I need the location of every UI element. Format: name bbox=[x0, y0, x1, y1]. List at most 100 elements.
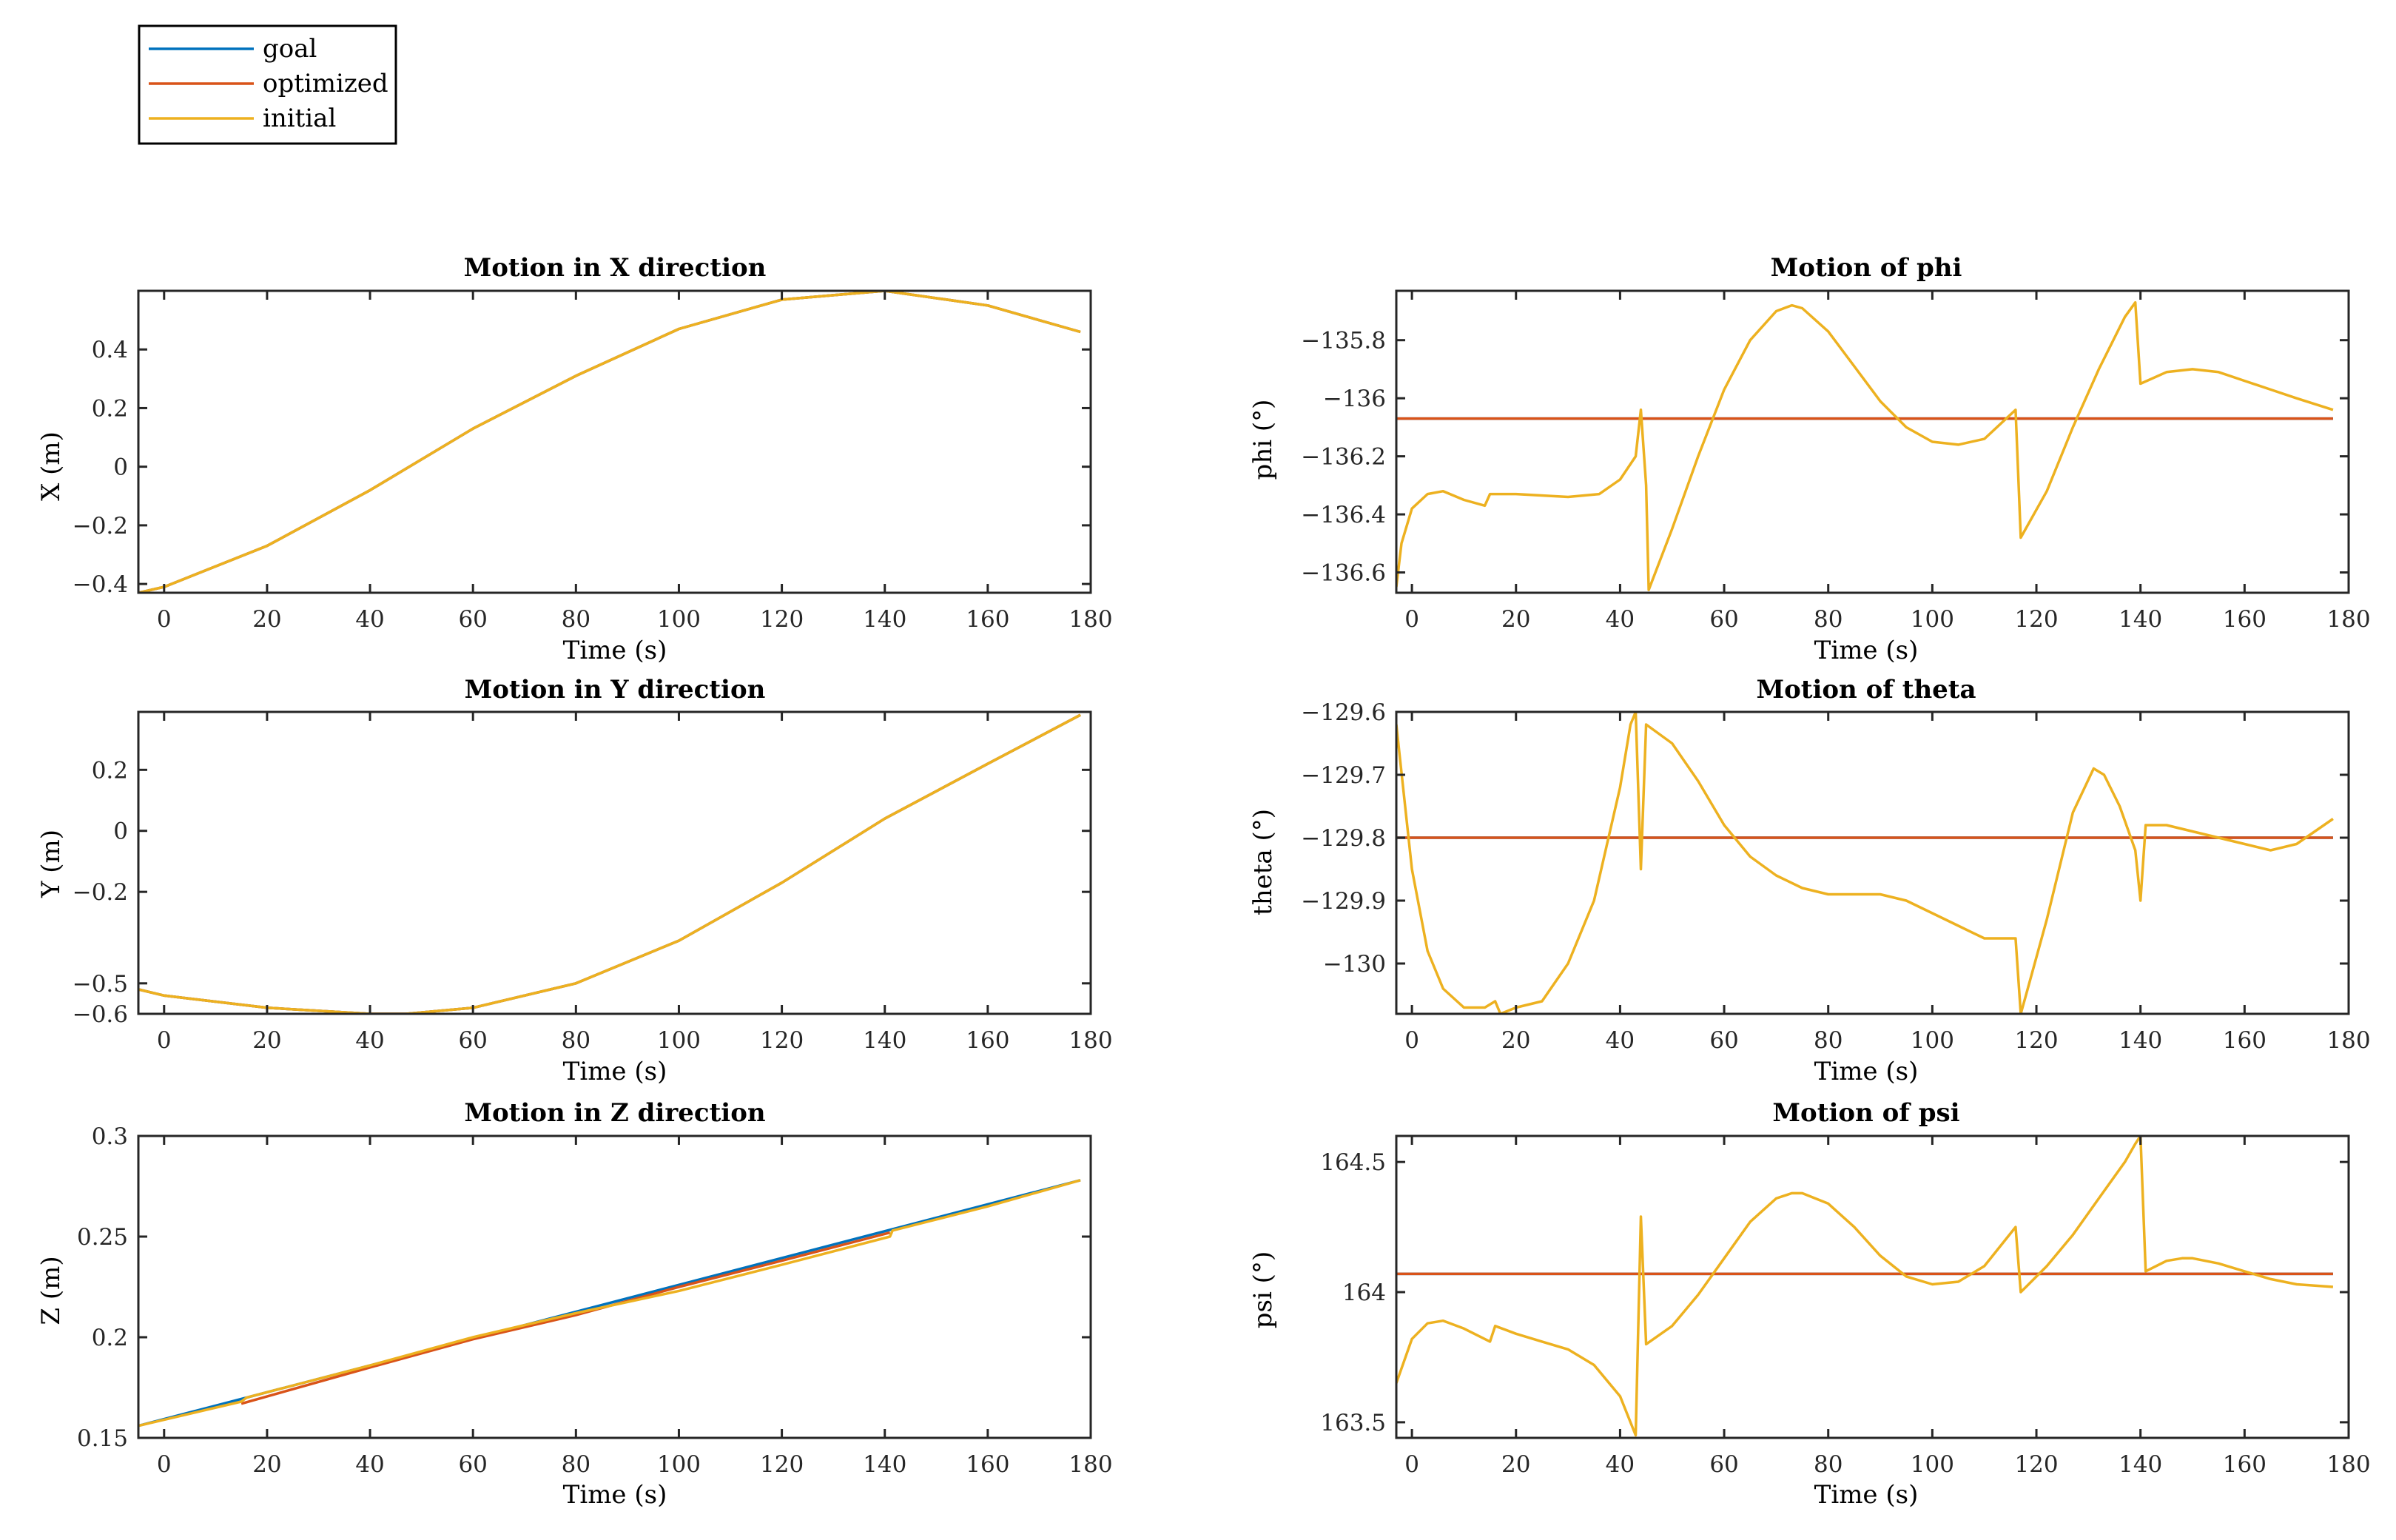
y-tick-label-135-8: −135.8 bbox=[1301, 328, 1386, 354]
x-tick-label-20: 20 bbox=[252, 606, 281, 633]
y-tick-label-164-5: 164.5 bbox=[1320, 1149, 1386, 1176]
y-tick-label-130: −130 bbox=[1323, 951, 1386, 978]
axes-frame bbox=[1395, 710, 2350, 1015]
x-axis-label: Time (s) bbox=[1814, 1057, 1919, 1086]
legend-label-optimized: optimized bbox=[263, 69, 388, 98]
y-axis-label: phi (°) bbox=[1248, 400, 1278, 480]
x-tick-label-20: 20 bbox=[1501, 1027, 1530, 1054]
x-axis-label: Time (s) bbox=[1814, 1480, 1919, 1510]
x-tick-label-60: 60 bbox=[1709, 1451, 1738, 1478]
legend-label-goal: goal bbox=[263, 34, 317, 64]
x-tick-label-140: 140 bbox=[863, 1027, 906, 1054]
x-tick-label-80: 80 bbox=[562, 1451, 590, 1478]
x-tick-label-180: 180 bbox=[1069, 606, 1112, 633]
plot-area bbox=[1396, 291, 2349, 593]
y-tick-label-0-2: 0.2 bbox=[92, 1325, 128, 1351]
y-tick-label-136: −136 bbox=[1323, 386, 1386, 412]
x-tick-label-160: 160 bbox=[2223, 1027, 2267, 1054]
series-line-optimized bbox=[240, 1231, 891, 1405]
series-line-initial bbox=[1396, 1136, 2334, 1437]
y-tick-label-0-3: 0.3 bbox=[92, 1123, 128, 1150]
y-tick-label-0-2: 0.2 bbox=[92, 757, 128, 784]
chart-theta: Motion of theta Time (s) theta (°) 0 20 40… bbox=[1248, 675, 2371, 1086]
x-tick-label-180: 180 bbox=[2326, 606, 2370, 633]
x-axis-label: Time (s) bbox=[563, 1057, 667, 1086]
x-tick-label-80: 80 bbox=[1814, 606, 1843, 633]
axes-frame bbox=[137, 1134, 1092, 1439]
x-tick-label-100: 100 bbox=[1911, 1451, 1954, 1478]
x-tick-label-140: 140 bbox=[863, 1451, 906, 1478]
x-tick-label-80: 80 bbox=[562, 1027, 590, 1054]
x-tick-label-160: 160 bbox=[2223, 1451, 2267, 1478]
series-line-initial bbox=[138, 291, 1081, 593]
x-tick-label-40: 40 bbox=[355, 1027, 384, 1054]
x-tick-label-120: 120 bbox=[2014, 1027, 2058, 1054]
x-tick-label-20: 20 bbox=[252, 1451, 281, 1478]
y-tick-label-164: 164 bbox=[1342, 1280, 1386, 1306]
legend: goal optimized initial bbox=[138, 24, 397, 145]
x-tick-label-100: 100 bbox=[657, 1451, 701, 1478]
y-axis-label: psi (°) bbox=[1248, 1251, 1278, 1328]
x-axis-label: Time (s) bbox=[1814, 636, 1919, 665]
x-tick-label-180: 180 bbox=[1069, 1451, 1112, 1478]
x-tick-label-100: 100 bbox=[657, 606, 701, 633]
y-axis-label: Z (m) bbox=[36, 1256, 66, 1325]
x-tick-label-120: 120 bbox=[760, 1451, 804, 1478]
x-tick-label-100: 100 bbox=[1911, 606, 1954, 633]
y-tick-label-136-4: −136.4 bbox=[1301, 502, 1386, 528]
axes-frame bbox=[1395, 1134, 2350, 1439]
x-tick-label-80: 80 bbox=[562, 606, 590, 633]
x-tick-label-20: 20 bbox=[252, 1027, 281, 1054]
x-tick-label-160: 160 bbox=[966, 1451, 1009, 1478]
y-tick-label-0-5: −0.5 bbox=[73, 971, 128, 998]
y-tick-label-0-2: −0.2 bbox=[73, 879, 128, 906]
x-tick-label-40: 40 bbox=[1606, 1027, 1635, 1054]
y-tick-label-0-4: −0.4 bbox=[73, 571, 128, 598]
x-tick-label-20: 20 bbox=[1501, 606, 1530, 633]
x-tick-label-100: 100 bbox=[657, 1027, 701, 1054]
chart-title: Motion of theta bbox=[1756, 675, 1976, 705]
plot-area bbox=[1396, 712, 2349, 1014]
x-tick-label-0: 0 bbox=[157, 1027, 172, 1054]
x-tick-label-20: 20 bbox=[1501, 1451, 1530, 1478]
x-tick-label-140: 140 bbox=[2119, 1027, 2162, 1054]
x-tick-label-120: 120 bbox=[760, 606, 804, 633]
x-tick-label-60: 60 bbox=[1709, 606, 1738, 633]
x-tick-label-180: 180 bbox=[2326, 1027, 2370, 1054]
y-tick-label-0-25: 0.25 bbox=[77, 1224, 128, 1251]
x-tick-label-80: 80 bbox=[1814, 1451, 1843, 1478]
chart-title: Motion of phi bbox=[1771, 253, 1962, 283]
x-tick-label-40: 40 bbox=[1606, 1451, 1635, 1478]
chart-phi: Motion of phi Time (s) phi (°) 0 20 40 60 80… bbox=[1248, 253, 2371, 665]
x-axis-label: Time (s) bbox=[563, 1480, 667, 1510]
plot-area bbox=[138, 291, 1091, 593]
chart-title: Motion of psi bbox=[1772, 1098, 1959, 1128]
series-line-initial bbox=[138, 1179, 1081, 1428]
x-tick-label-0: 0 bbox=[157, 606, 172, 633]
plot-area bbox=[1396, 1136, 2349, 1438]
x-tick-label-140: 140 bbox=[863, 606, 906, 633]
x-tick-label-0: 0 bbox=[1404, 606, 1419, 633]
series-line-initial bbox=[1396, 712, 2334, 1014]
x-tick-label-140: 140 bbox=[2119, 606, 2162, 633]
x-tick-label-100: 100 bbox=[1911, 1027, 1954, 1054]
series-line-initial bbox=[1396, 300, 2334, 591]
chart-z-direction: Motion in Z direction Time (s) Z (m) 0 20… bbox=[36, 1098, 1113, 1510]
x-tick-label-60: 60 bbox=[458, 1027, 487, 1054]
x-tick-label-120: 120 bbox=[2014, 1451, 2058, 1478]
y-axis-label: Y (m) bbox=[36, 830, 66, 898]
x-tick-label-120: 120 bbox=[760, 1027, 804, 1054]
chart-y-direction: Motion in Y direction Time (s) Y (m) 0 20… bbox=[36, 675, 1113, 1086]
x-tick-label-160: 160 bbox=[966, 606, 1009, 633]
y-tick-label-129-6: −129.6 bbox=[1301, 699, 1386, 726]
series-line-initial bbox=[138, 713, 1081, 1014]
y-tick-label-0-2: −0.2 bbox=[73, 513, 128, 539]
x-tick-label-40: 40 bbox=[355, 1451, 384, 1478]
x-tick-label-120: 120 bbox=[2014, 606, 2058, 633]
chart-psi: Motion of psi Time (s) psi (°) 0 20 40 60 80… bbox=[1248, 1098, 2371, 1510]
x-tick-label-0: 0 bbox=[1404, 1451, 1419, 1478]
x-tick-label-160: 160 bbox=[966, 1027, 1009, 1054]
x-tick-label-60: 60 bbox=[458, 1451, 487, 1478]
y-tick-label-0-2: 0.2 bbox=[92, 395, 128, 422]
y-axis-label: X (m) bbox=[36, 431, 66, 501]
